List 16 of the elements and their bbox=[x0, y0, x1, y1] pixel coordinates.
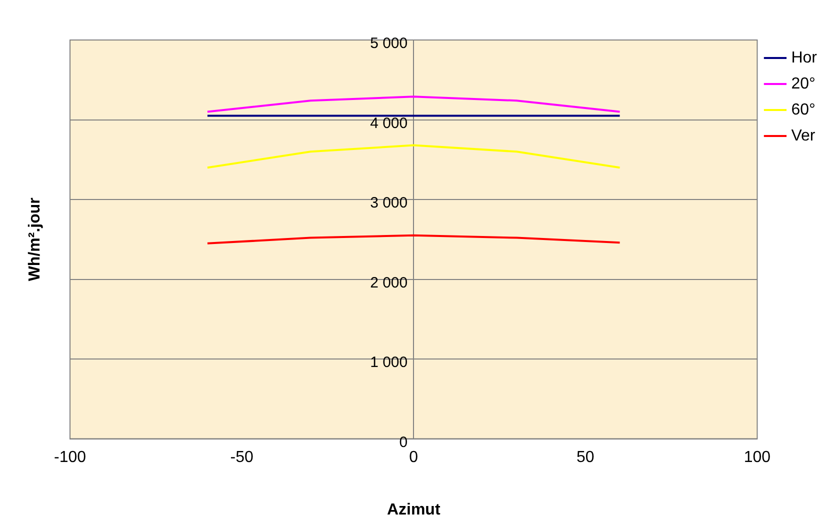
y-tick-label: 4 000 bbox=[370, 114, 408, 132]
y-tick-label: 2 000 bbox=[370, 274, 408, 292]
legend-label: Hor bbox=[791, 49, 818, 66]
x-tick-label: 100 bbox=[744, 448, 771, 466]
legend-label: Ver bbox=[791, 127, 816, 144]
x-axis-title: Azimut bbox=[386, 501, 441, 518]
y-axis-title: Wh/m².jour bbox=[26, 198, 44, 282]
x-tick-label: -100 bbox=[54, 448, 86, 466]
x-tick-label: 50 bbox=[576, 448, 594, 466]
y-tick-label: 0 bbox=[399, 434, 408, 451]
legend-label: 60° bbox=[791, 101, 816, 118]
y-tick-label: 5 000 bbox=[370, 35, 408, 52]
legend-label: 20° bbox=[791, 75, 816, 92]
y-tick-label: 3 000 bbox=[370, 194, 408, 212]
y-tick-label: 1 000 bbox=[370, 354, 408, 372]
x-tick-label: -50 bbox=[230, 448, 254, 466]
